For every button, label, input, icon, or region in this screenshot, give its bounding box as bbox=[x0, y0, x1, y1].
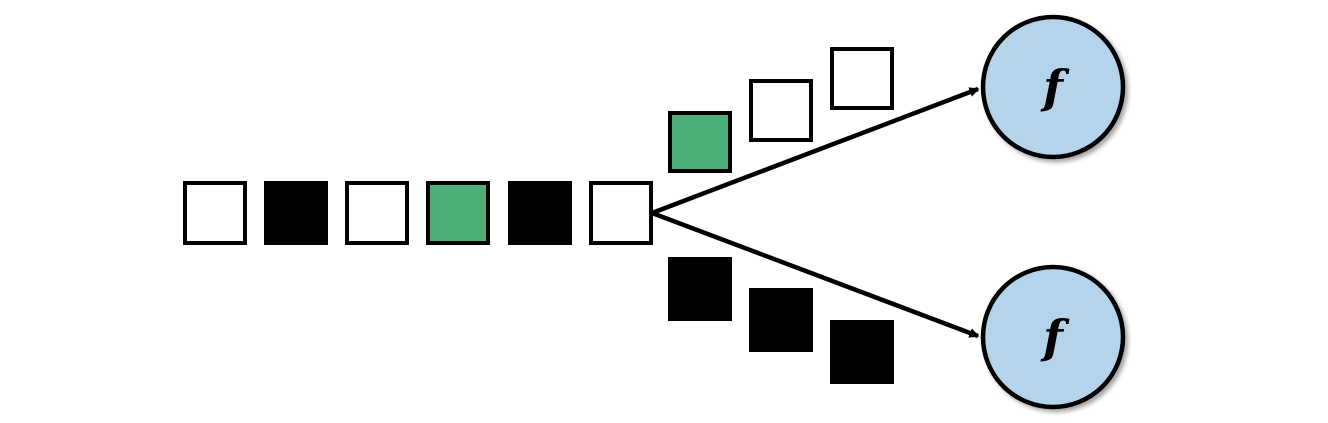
lower-node-circle bbox=[980, 264, 1126, 410]
stream-item bbox=[508, 181, 572, 245]
lower-branch-item bbox=[749, 288, 813, 352]
lower-branch-item bbox=[830, 320, 894, 384]
upper-branch-item bbox=[749, 79, 813, 142]
stream-item bbox=[264, 181, 328, 245]
upper-branch-item bbox=[668, 111, 732, 173]
input-stream bbox=[183, 181, 653, 245]
upper-function-node: f bbox=[980, 14, 1126, 160]
upper-node-circle bbox=[980, 14, 1126, 160]
stream-item bbox=[589, 181, 653, 245]
stream-item bbox=[345, 181, 409, 245]
lower-function-node: f bbox=[980, 264, 1126, 410]
lower-branch-arrow bbox=[651, 210, 980, 339]
lower-branch-item bbox=[668, 257, 732, 321]
upper-branch-stream bbox=[668, 47, 894, 173]
stream-item bbox=[183, 181, 247, 245]
stream-item bbox=[426, 181, 490, 245]
lower-branch-stream bbox=[668, 257, 894, 384]
upper-branch-arrow bbox=[651, 86, 980, 216]
upper-branch-item bbox=[830, 47, 894, 110]
